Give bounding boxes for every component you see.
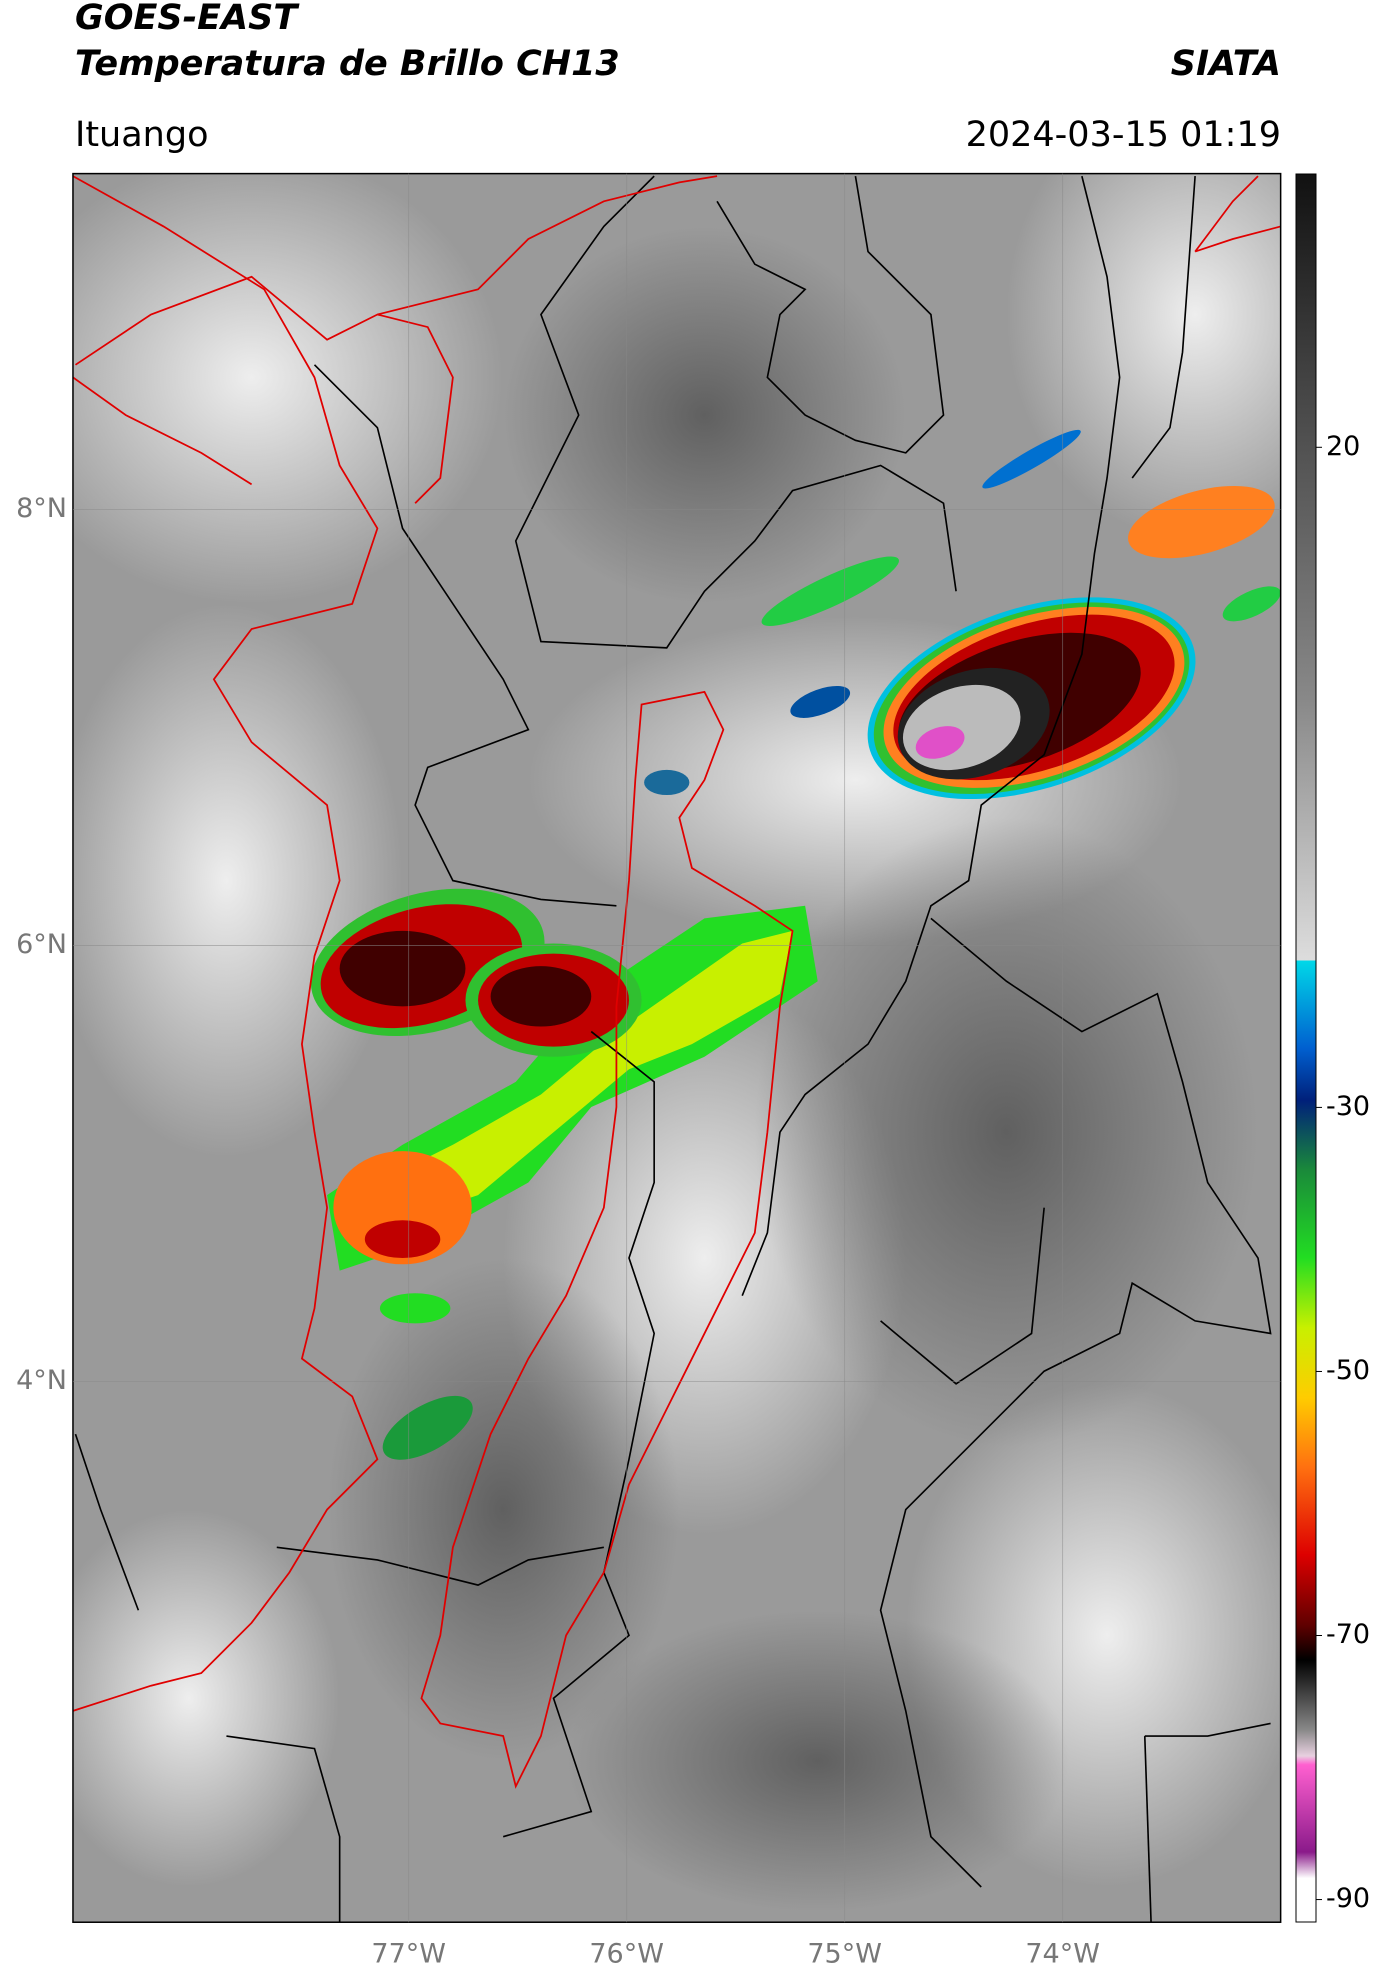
- storm-ne: [867, 597, 1196, 800]
- lat-tick-label: 6°N: [16, 929, 67, 960]
- cloud: [1006, 173, 1281, 541]
- cloud: [72, 173, 504, 604]
- storm-cell: [1222, 586, 1281, 622]
- lon-tick-label: 77°W: [371, 1939, 446, 1970]
- ticks: 8°N 6°N 4°N 77°W 76°W 75°W 74°W 20 -30 -50 -70 -90: [16, 173, 1370, 1970]
- location: Ituango: [75, 115, 209, 155]
- lon-tick-label: 74°W: [1025, 1939, 1100, 1970]
- lat-tick-label: 8°N: [16, 493, 67, 524]
- map-frame: [72, 172, 1282, 1923]
- lon-tick-label: 75°W: [807, 1939, 882, 1970]
- cloud: [72, 603, 403, 1158]
- colorbar-tick-label: -70: [1326, 1619, 1370, 1650]
- title: GOES-EAST: [75, 0, 300, 38]
- dark-area: [327, 1258, 680, 1762]
- colorbar: [1295, 173, 1317, 1923]
- coastline: [72, 175, 1281, 1789]
- dark-area: [566, 1610, 1070, 1913]
- datetime: 2024-03-15 01:19: [966, 115, 1281, 155]
- admin-borders: [74, 175, 1272, 1923]
- organization: SIATA: [1171, 44, 1281, 84]
- colorbar-tick-label: 20: [1326, 431, 1360, 462]
- colorbar-tick-label: -30: [1326, 1091, 1370, 1122]
- lon-tick-label: 76°W: [589, 1939, 664, 1970]
- map: [72, 172, 1282, 1923]
- dark-area: [754, 817, 1258, 1447]
- storm-cell: [1128, 485, 1275, 559]
- subtitle: Temperatura de Brillo CH13: [75, 44, 620, 84]
- storm-cell: [790, 685, 851, 718]
- colorbar-tick-label: -50: [1326, 1355, 1370, 1386]
- cloud: [72, 1509, 340, 1887]
- colorbar-tick-label: -90: [1326, 1883, 1370, 1914]
- storm-cell: [982, 429, 1081, 489]
- storm-cell: [761, 556, 899, 626]
- storm-band: [310, 769, 818, 1460]
- lat-tick-label: 4°N: [16, 1365, 67, 1396]
